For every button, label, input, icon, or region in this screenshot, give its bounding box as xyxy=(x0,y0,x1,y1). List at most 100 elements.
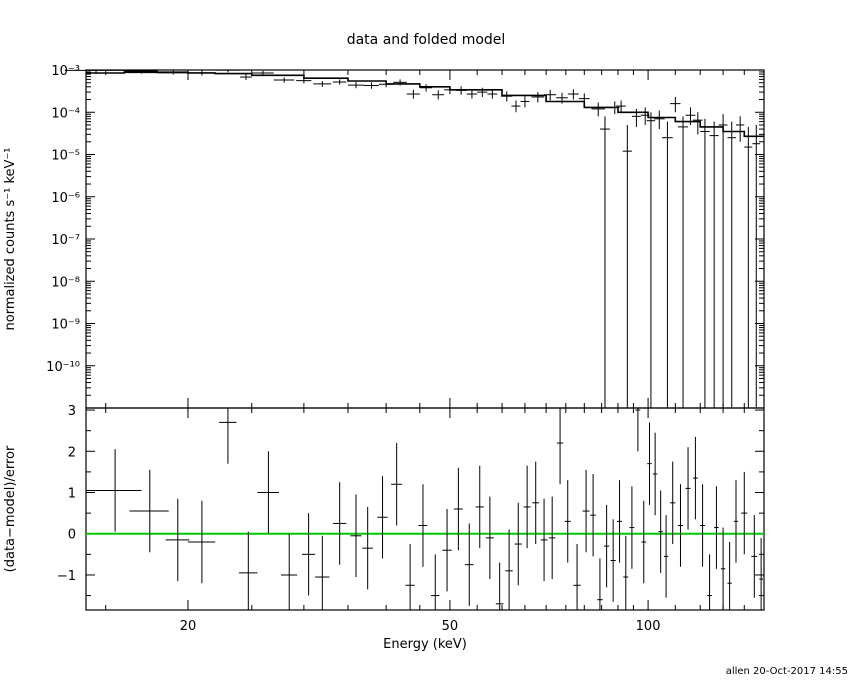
data-point xyxy=(273,77,295,83)
data-point xyxy=(709,121,719,408)
residual-point xyxy=(707,554,712,610)
bottom-y-tick-label: 2 xyxy=(68,445,76,460)
residual-point xyxy=(315,535,330,610)
data-point xyxy=(631,108,641,127)
residual-point xyxy=(617,480,623,563)
top-y-tick-label: 10⁻⁴ xyxy=(51,106,80,121)
data-point xyxy=(599,116,610,408)
data-point xyxy=(646,112,656,408)
residual-point xyxy=(391,443,403,526)
residual-point xyxy=(332,482,347,565)
footer-stamp: allen 20-Oct-2017 14:55 xyxy=(726,666,848,677)
data-point xyxy=(432,90,445,100)
data-point xyxy=(670,96,681,113)
data-point xyxy=(332,79,347,85)
residual-point xyxy=(257,451,280,534)
bottom-y-axis-label: (data−model)/error xyxy=(3,445,18,572)
data-point xyxy=(556,92,568,104)
residual-point xyxy=(187,500,216,584)
residual-point xyxy=(727,541,732,610)
x-tick-label: 50 xyxy=(442,619,459,634)
data-point xyxy=(511,100,521,113)
top-y-tick-label: 10⁻⁸ xyxy=(51,275,80,290)
residual-point xyxy=(692,436,698,520)
data-point xyxy=(718,114,728,408)
data-point xyxy=(653,110,665,130)
data-point xyxy=(124,70,158,74)
residual-point xyxy=(751,515,758,598)
residual-point xyxy=(238,531,258,610)
residual-point xyxy=(635,408,641,452)
bottom-panel-frame xyxy=(85,407,765,611)
data-point xyxy=(640,107,650,125)
data-point xyxy=(251,70,274,76)
residual-point xyxy=(685,447,691,530)
residual-point xyxy=(165,498,190,582)
data-point xyxy=(544,89,557,101)
residual-point xyxy=(464,523,474,606)
data-point xyxy=(157,70,188,75)
data-point xyxy=(296,78,312,84)
data-point xyxy=(363,82,379,89)
data-point xyxy=(215,69,241,73)
residual-point xyxy=(623,535,629,610)
data-point xyxy=(466,89,478,99)
data-point xyxy=(406,89,420,99)
data-point xyxy=(744,126,753,408)
residual-point xyxy=(431,554,440,610)
data-point xyxy=(313,80,332,87)
residual-point xyxy=(573,544,581,610)
data-point xyxy=(692,112,703,135)
data-point xyxy=(662,121,673,408)
chart-title: data and folded model xyxy=(347,32,506,48)
residual-point xyxy=(641,500,647,584)
residual-point xyxy=(281,533,298,610)
residual-point xyxy=(677,484,684,567)
residual-point xyxy=(590,473,596,557)
data-point xyxy=(378,81,394,88)
data-point xyxy=(520,96,530,108)
model-line xyxy=(86,71,764,138)
data-point xyxy=(64,69,125,75)
data-point xyxy=(616,100,626,113)
residual-point xyxy=(405,544,415,610)
data-point xyxy=(622,124,632,408)
top-panel: 10⁻³ 10⁻⁴ 10⁻⁵ 10⁻⁶ 10⁻⁷ 10⁻⁸ 10⁻⁹ 10⁻¹⁰ normal… xyxy=(3,64,765,409)
residual-point xyxy=(759,537,764,610)
x-axis-label: Energy (keV) xyxy=(383,637,467,652)
data-point xyxy=(487,89,498,99)
folded-model-line xyxy=(86,71,764,138)
residual-point xyxy=(670,461,676,545)
data-point xyxy=(347,81,364,89)
top-y-tick-label: 10⁻⁹ xyxy=(51,318,80,333)
top-y-tick-label: 10⁻⁷ xyxy=(51,233,80,248)
residual-point xyxy=(86,449,142,532)
residual-point xyxy=(582,469,590,553)
top-y-tick-label: 10⁻⁶ xyxy=(51,191,80,206)
residual-point xyxy=(647,422,652,505)
residual-point xyxy=(741,471,748,555)
residual-point xyxy=(301,513,316,596)
bottom-y-tick-label: −1 xyxy=(57,569,76,584)
residual-point xyxy=(442,509,452,592)
x-ticks: 20 50 100 xyxy=(105,70,765,634)
residual-point xyxy=(548,496,556,580)
data-point xyxy=(419,84,433,92)
top-y-axis-label: normalized counts s⁻¹ keV⁻¹ xyxy=(3,148,18,331)
x-tick-label: 100 xyxy=(636,619,661,634)
data-point xyxy=(685,107,696,125)
residual-point xyxy=(610,519,616,602)
top-data-points xyxy=(64,69,761,408)
top-y-tick-label: 10⁻⁵ xyxy=(51,149,80,164)
residual-point xyxy=(658,490,663,573)
data-point xyxy=(531,92,545,103)
top-y-tick-label: 10⁻³ xyxy=(51,64,80,79)
residual-point xyxy=(453,467,463,551)
residual-point xyxy=(362,506,373,590)
data-point xyxy=(591,102,605,117)
data-point xyxy=(677,116,689,408)
x-tick-label: 20 xyxy=(180,619,197,634)
residual-point xyxy=(700,484,705,567)
residual-point xyxy=(475,465,484,549)
